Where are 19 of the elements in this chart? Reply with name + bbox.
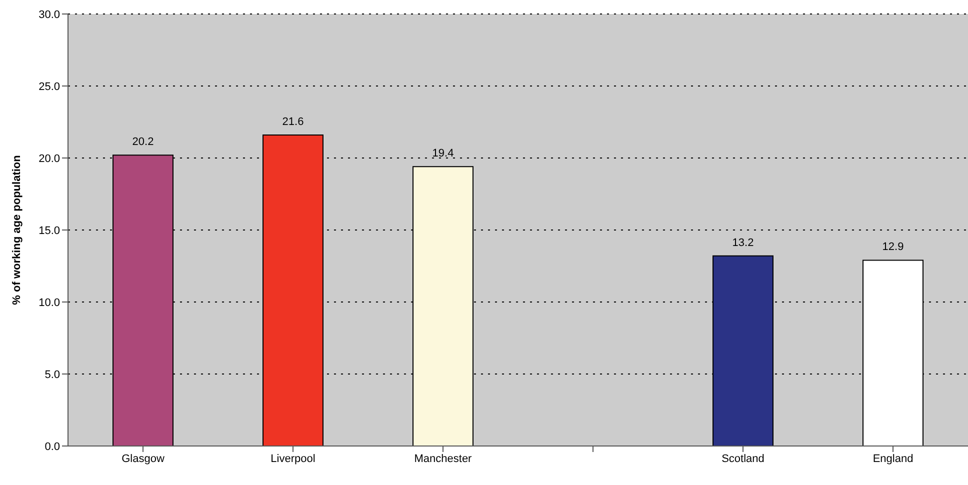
y-tick-label: 5.0	[44, 368, 60, 381]
y-tick-label: 15.0	[38, 224, 60, 237]
data-label: 21.6	[282, 116, 304, 128]
y-tick-label: 30.0	[38, 8, 60, 21]
y-tick-label: 0.0	[44, 440, 60, 453]
data-label: 20.2	[132, 136, 154, 148]
data-label: 12.9	[882, 241, 904, 254]
x-tick-label: Manchester	[414, 452, 472, 465]
data-label: 13.2	[732, 236, 754, 249]
data-label: 19.4	[432, 148, 454, 160]
x-tick-label: Glasgow	[122, 452, 164, 465]
y-tick-label: 25.0	[38, 80, 60, 93]
x-tick-label: Scotland	[722, 452, 764, 465]
y-tick-label: 10.0	[38, 296, 60, 309]
x-tick-label: Liverpool	[270, 452, 316, 465]
x-tick-label: England	[872, 452, 914, 465]
y-axis-title: % of working age population	[10, 154, 23, 305]
y-tick-label: 20.0	[38, 152, 60, 165]
bar	[262, 134, 324, 446]
